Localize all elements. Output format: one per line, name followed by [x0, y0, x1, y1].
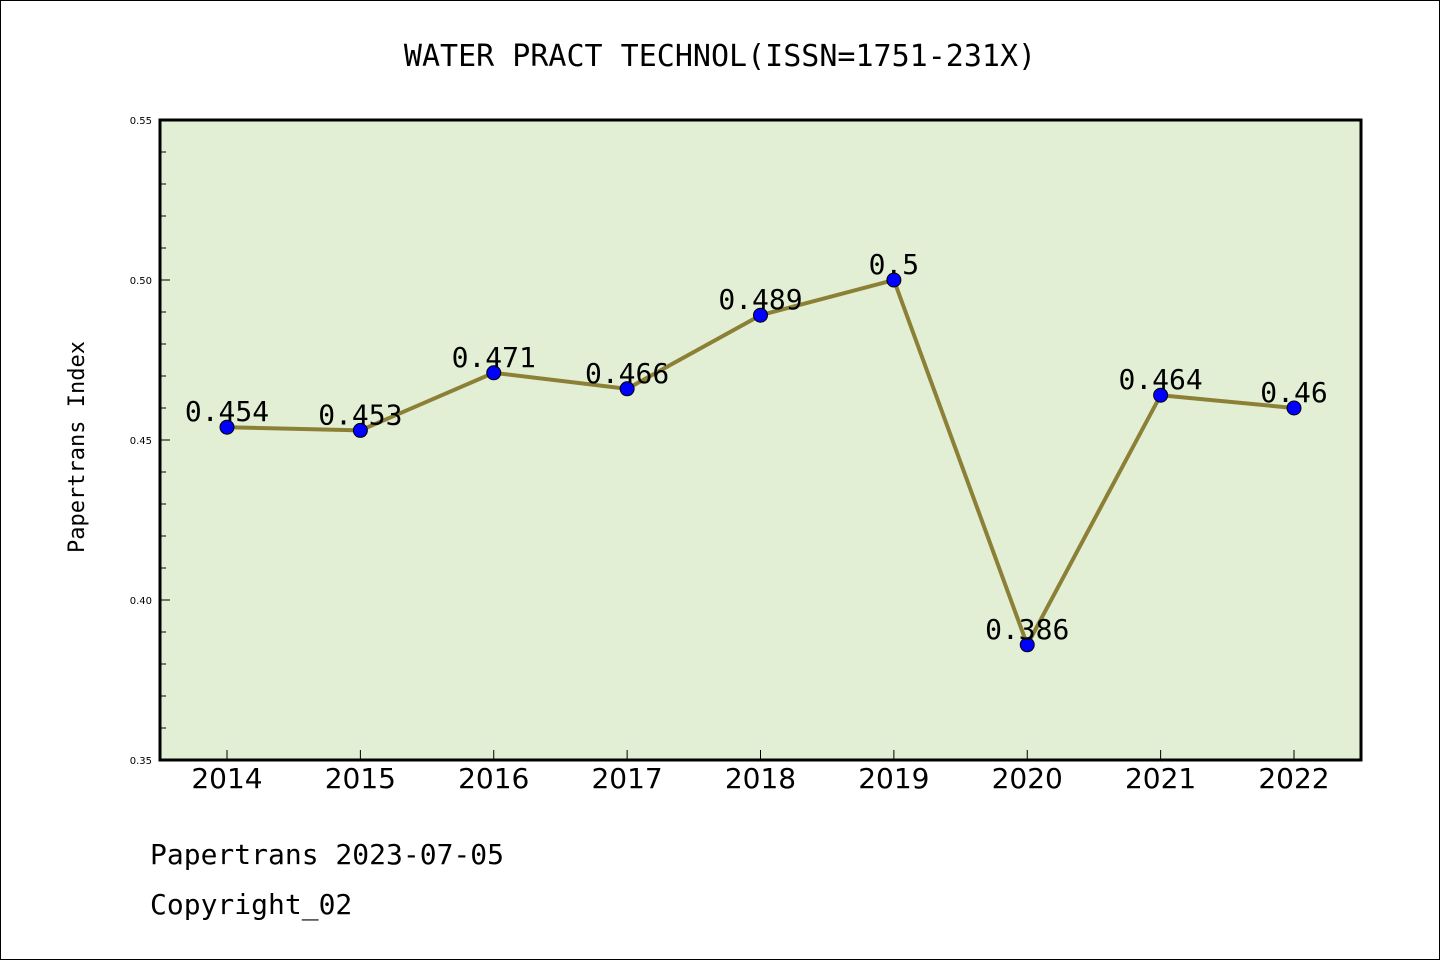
- x-tick-label: 2021: [1125, 762, 1196, 795]
- data-label: 0.5: [869, 248, 920, 281]
- data-point: [1286, 400, 1302, 416]
- y-tick-label: 0.50: [130, 276, 152, 287]
- chart-title: WATER PRACT TECHNOL(ISSN=1751-231X): [404, 39, 1036, 74]
- plot-area: [158, 118, 1363, 762]
- x-tick-label: 2017: [591, 762, 662, 795]
- data-label: 0.46: [1260, 376, 1327, 409]
- x-tick-label: 2022: [1258, 762, 1329, 795]
- y-tick-label: 0.40: [130, 596, 152, 607]
- x-tick-label: 2016: [458, 762, 529, 795]
- footer-date: Papertrans 2023-07-05: [150, 838, 504, 871]
- data-label: 0.464: [1118, 363, 1202, 396]
- y-tick-label: 0.45: [130, 436, 152, 447]
- data-point: [1019, 637, 1035, 653]
- x-tick-label: 2015: [325, 762, 396, 795]
- data-point: [753, 307, 768, 323]
- data-label: 0.466: [585, 357, 669, 390]
- y-axis-label: Papertrans Index: [65, 341, 90, 553]
- x-tick-label: 2020: [992, 762, 1063, 795]
- data-label: 0.471: [452, 341, 536, 374]
- data-label: 0.453: [318, 398, 402, 431]
- x-tick-label: 2019: [858, 762, 929, 795]
- x-tick-label: 2018: [725, 762, 796, 795]
- data-point: [1153, 387, 1169, 403]
- y-tick-label: 0.55: [130, 116, 152, 127]
- y-tick-label: 0.35: [130, 756, 152, 767]
- data-point: [886, 272, 902, 288]
- x-tick-label: 2014: [191, 762, 262, 795]
- data-point: [619, 381, 635, 397]
- data-label: 0.489: [718, 283, 802, 316]
- data-label: 0.454: [185, 395, 269, 428]
- data-point: [486, 365, 502, 381]
- data-point: [352, 422, 368, 438]
- data-point: [219, 419, 235, 435]
- data-label: 0.386: [985, 613, 1069, 646]
- footer-copyright: Copyright_02: [150, 888, 352, 922]
